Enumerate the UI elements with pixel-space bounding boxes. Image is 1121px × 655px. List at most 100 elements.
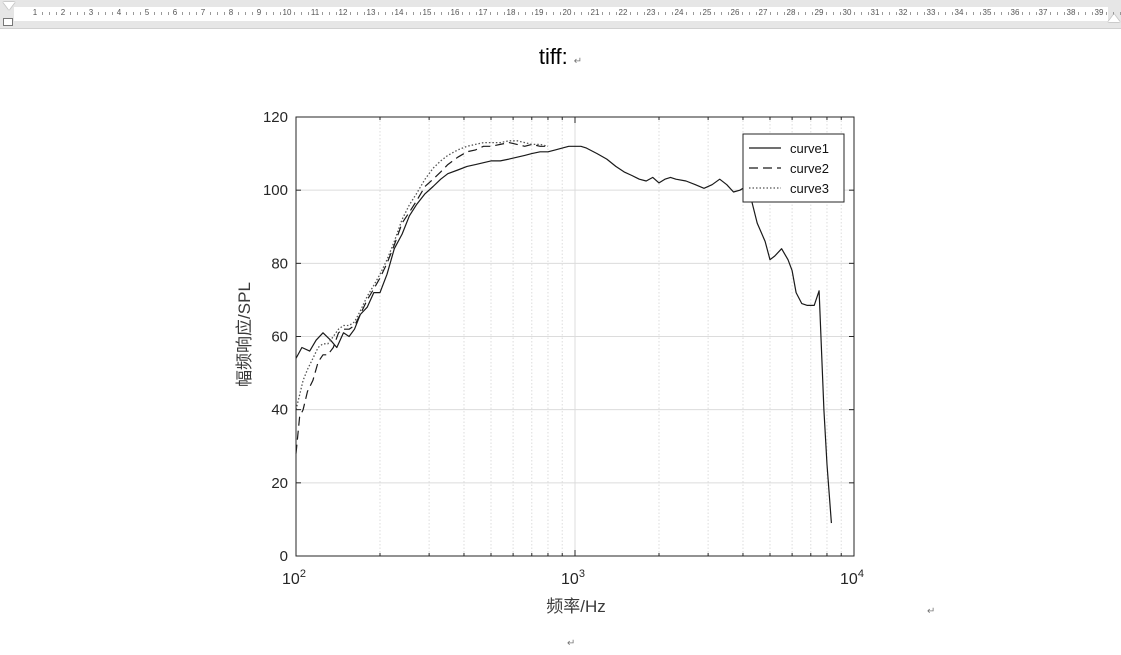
ruler-tick (602, 12, 603, 15)
ruler-tick (133, 12, 134, 15)
ruler-tick (798, 12, 799, 15)
ruler-tick (952, 12, 953, 15)
ruler-tick (112, 12, 113, 15)
ruler-tick (1078, 12, 1079, 15)
ruler-number: 32 (898, 8, 908, 17)
ruler-tick (945, 12, 946, 15)
ruler-tick (924, 12, 925, 15)
ruler-tick (588, 12, 589, 15)
ruler-tick (854, 12, 855, 15)
right-indent-marker[interactable] (1108, 14, 1120, 22)
ruler-tick (364, 12, 365, 15)
paragraph-mark: ↵ (927, 606, 936, 617)
ruler-number: 2 (60, 8, 66, 17)
ruler-tick (700, 12, 701, 15)
ruler-number: 5 (144, 8, 150, 17)
ruler-tick (840, 12, 841, 15)
ruler-tick (469, 12, 470, 15)
ruler-tick (301, 12, 302, 15)
ruler-number: 23 (646, 8, 656, 17)
ruler-tick (637, 12, 638, 15)
y-axis-label: 幅频响应/SPL (235, 282, 254, 387)
series-line-curve2 (295, 142, 548, 454)
ruler-tick (966, 12, 967, 15)
ruler-tick (406, 12, 407, 15)
ruler-tick (518, 12, 519, 15)
ruler-number: 6 (172, 8, 178, 17)
document-title-line: tiff: ↵ (0, 44, 1121, 70)
ruler-number: 21 (590, 8, 600, 17)
ruler-tick (1113, 12, 1114, 15)
ruler-tick (217, 12, 218, 15)
ruler-number: 27 (758, 8, 768, 17)
ruler-tick (280, 12, 281, 15)
ruler-tick (266, 12, 267, 15)
ruler-number: 33 (926, 8, 936, 17)
ruler-tick (525, 12, 526, 15)
ruler-number: 17 (478, 8, 488, 17)
x-tick-label: 103 (561, 568, 585, 588)
ruler-tick (574, 12, 575, 15)
ruler-tick (630, 12, 631, 15)
y-tick-label: 120 (263, 109, 288, 126)
ruler-number: 16 (450, 8, 460, 17)
ruler-number: 38 (1066, 8, 1076, 17)
ruler-tick (1106, 12, 1107, 15)
ruler-number: 26 (730, 8, 740, 17)
ruler-number: 8 (228, 8, 234, 17)
ruler-number: 12 (338, 8, 348, 17)
ruler-number: 31 (870, 8, 880, 17)
ruler-number: 19 (534, 8, 544, 17)
ruler-tick (168, 12, 169, 15)
ruler-number: 34 (954, 8, 964, 17)
ruler-tick (833, 12, 834, 15)
ruler-number: 1 (32, 8, 38, 17)
ruler-tick (392, 12, 393, 15)
x-tick-label: 102 (282, 568, 306, 588)
ruler-tick (1001, 12, 1002, 15)
ruler-tick (910, 12, 911, 15)
ruler-tick (714, 12, 715, 15)
legend-label: curve3 (790, 181, 829, 196)
y-tick-label: 0 (280, 548, 288, 565)
ruler-tick (616, 12, 617, 15)
ruler-tick (770, 12, 771, 15)
ruler-tick (49, 12, 50, 15)
ruler-tick (896, 12, 897, 15)
ruler-number: 35 (982, 8, 992, 17)
ruler-tick (329, 12, 330, 15)
legend-box (742, 133, 845, 203)
paragraph-mark: ↵ (573, 56, 583, 67)
ruler-tick (154, 12, 155, 15)
ruler-tick (1085, 12, 1086, 15)
ruler-tick (490, 12, 491, 15)
ruler-tick (686, 12, 687, 15)
ruler-number: 18 (506, 8, 516, 17)
ruler-tick (889, 12, 890, 15)
ruler-tick (161, 12, 162, 15)
x-axis-label: 频率/Hz (546, 597, 606, 616)
ruler-tick (56, 12, 57, 15)
ruler-number: 28 (786, 8, 796, 17)
paragraph-mark: ↵ (567, 638, 576, 649)
ruler-tick (553, 12, 554, 15)
ruler-tick (777, 12, 778, 15)
ruler-tick (350, 12, 351, 15)
ruler-tick (196, 12, 197, 15)
ruler-tick (105, 12, 106, 15)
left-indent-marker[interactable] (3, 18, 13, 26)
ruler-number: 11 (310, 8, 320, 17)
ruler-tick (749, 12, 750, 15)
first-line-indent-marker[interactable] (3, 2, 15, 10)
ruler-tick (1029, 12, 1030, 15)
ruler-tick (938, 12, 939, 15)
ruler-number: 20 (562, 8, 572, 17)
ruler-number: 9 (256, 8, 262, 17)
ruler-tick (182, 12, 183, 15)
ruler-tick (476, 12, 477, 15)
ruler-tick (693, 12, 694, 15)
ruler-tick (546, 12, 547, 15)
ruler-tick (826, 12, 827, 15)
document-title: tiff: (538, 44, 568, 69)
ruler-tick (672, 12, 673, 15)
